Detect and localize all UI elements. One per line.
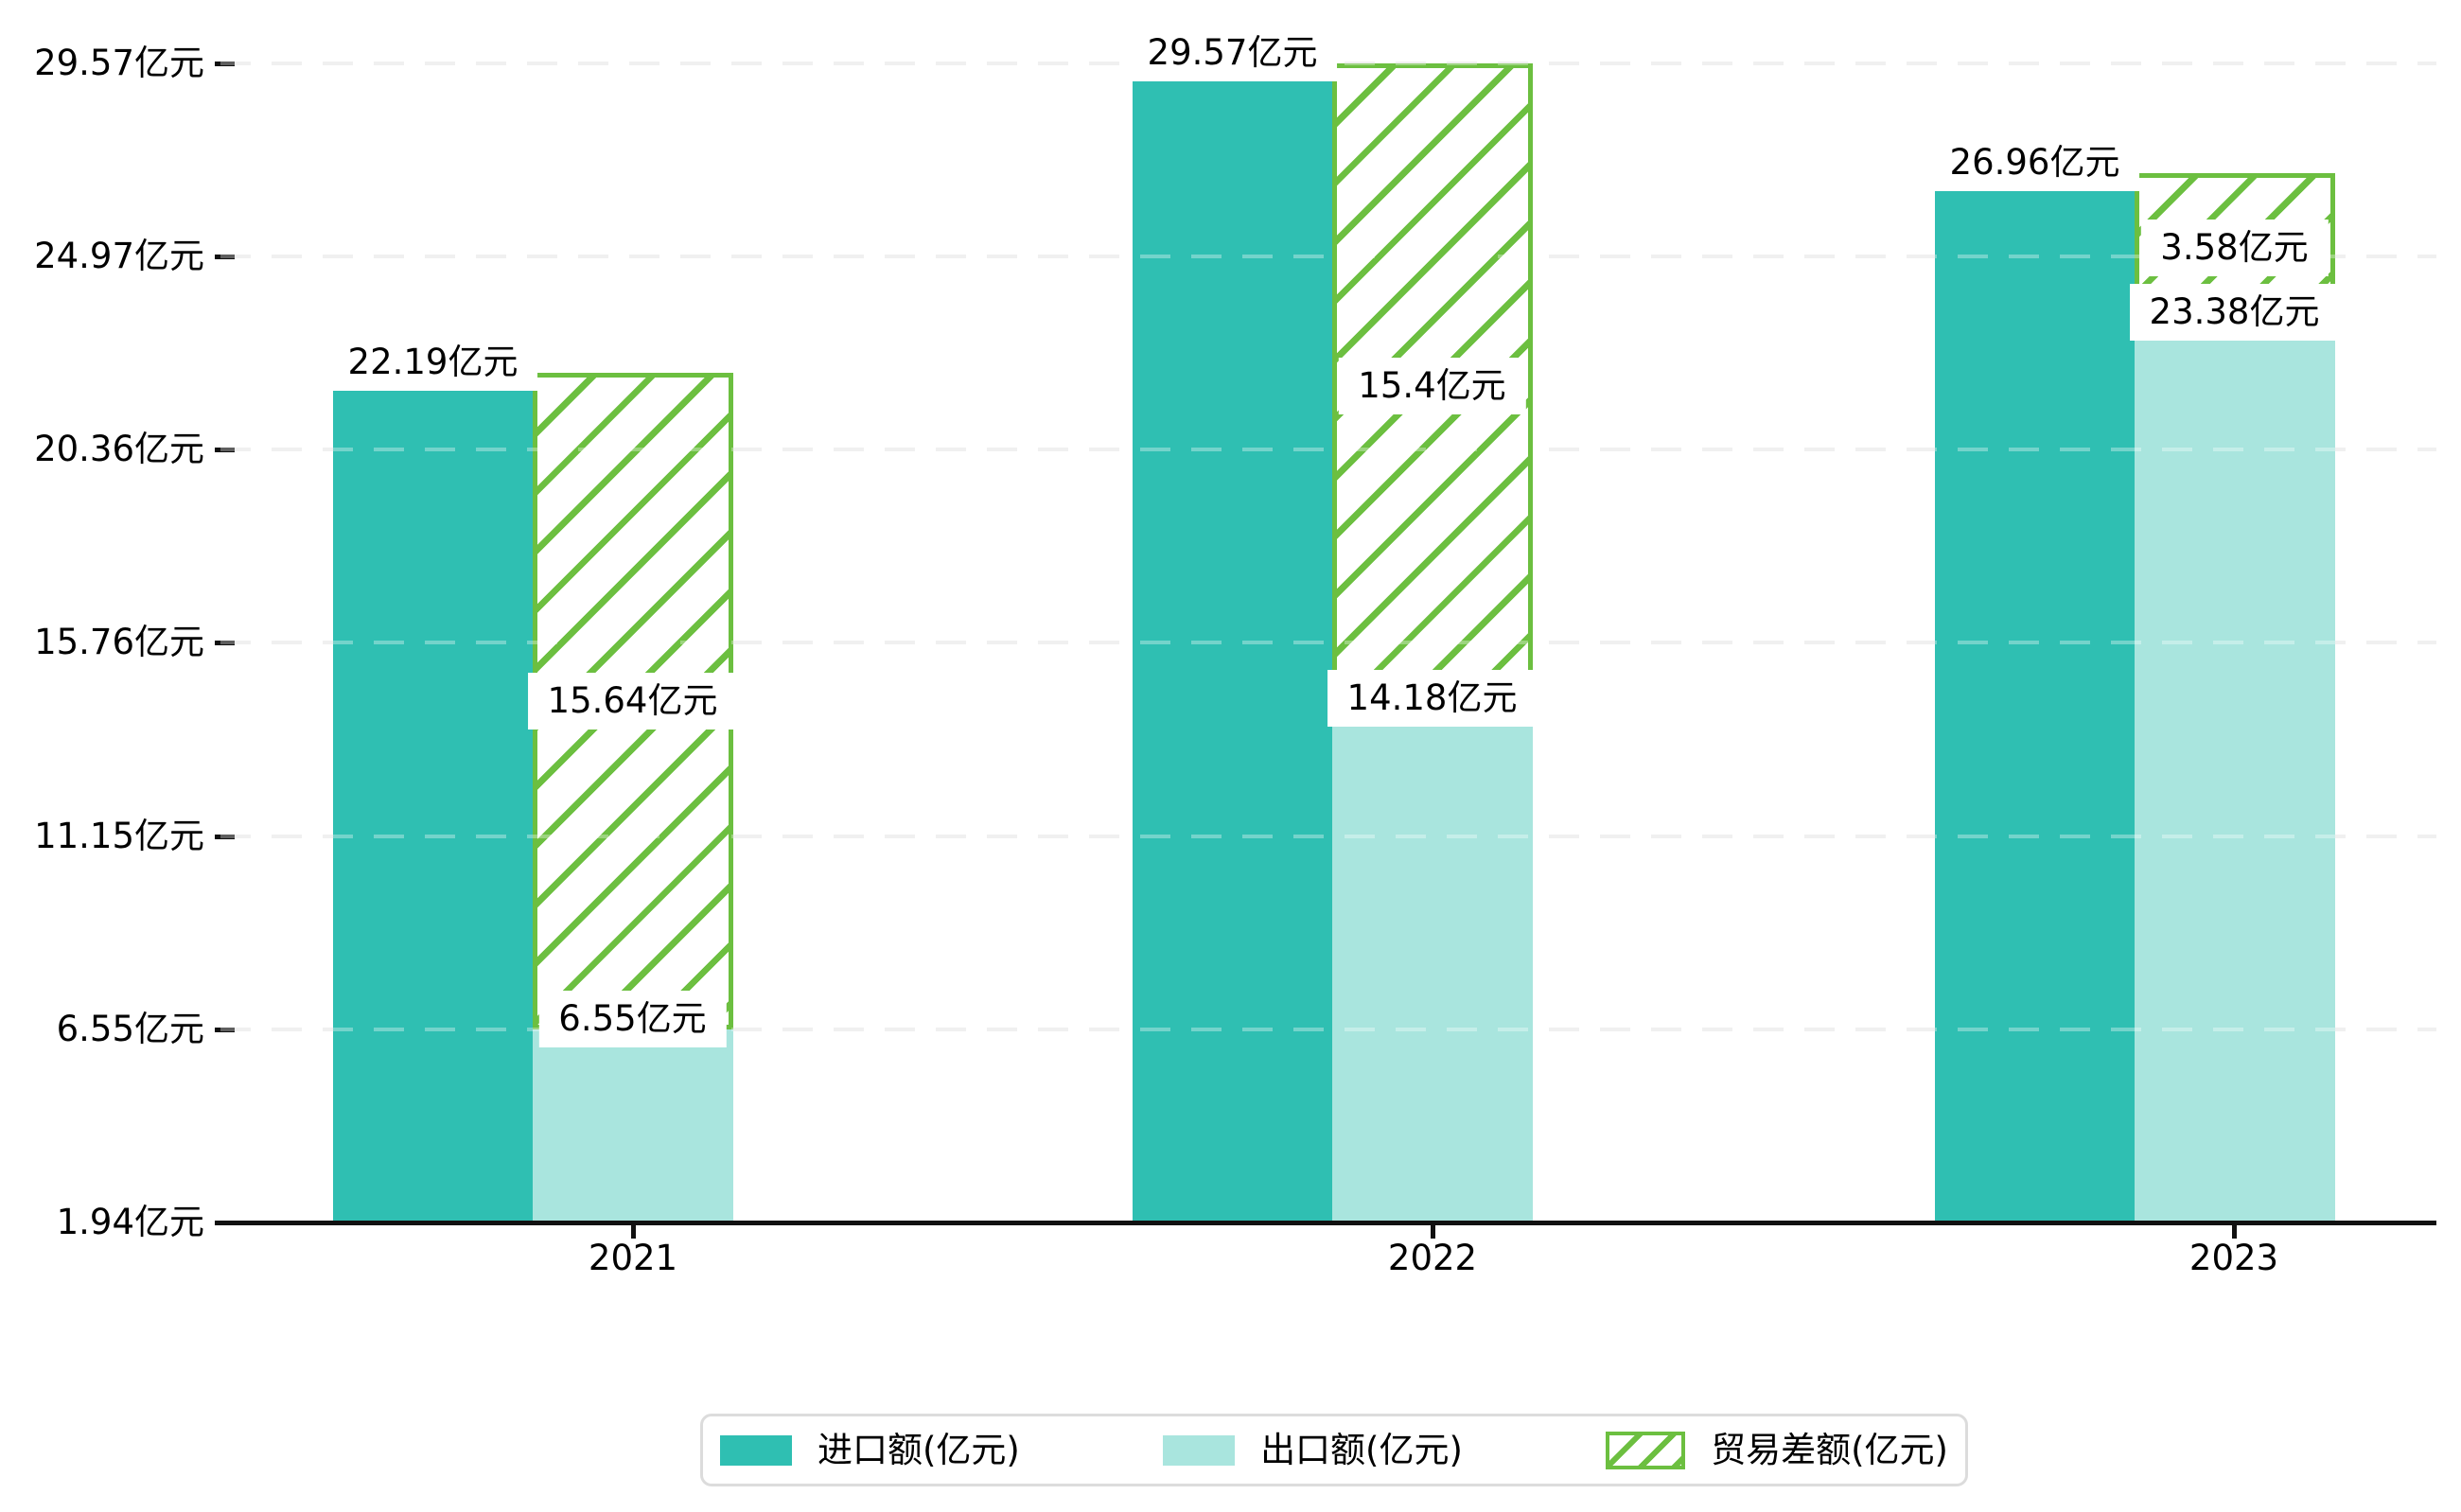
y-axis-tick-mark: [215, 254, 235, 259]
bar-import-2021: [333, 373, 533, 1222]
legend-label-diff: 贸易差额(亿元): [1711, 1429, 1948, 1470]
y-axis-tick-label: 20.36亿元: [34, 429, 204, 470]
y-axis-tick-label: 11.15亿元: [34, 815, 204, 856]
legend-label-import: 进口额(亿元): [817, 1429, 1020, 1470]
x-axis-line: [220, 1221, 2436, 1225]
y-axis-tick-mark: [215, 1027, 235, 1032]
legend-item-diff: 贸易差额(亿元): [1606, 1430, 1948, 1471]
legend-label-export: 出口额(亿元): [1260, 1429, 1463, 1470]
value-label-export-2022: 14.18亿元: [1327, 670, 1538, 728]
y-axis-tick-label: 6.55亿元: [56, 1008, 204, 1049]
y-axis-tick-label: 15.76亿元: [34, 622, 204, 663]
bar-import-2023: [1935, 172, 2135, 1222]
bar-export-2023: [2135, 323, 2335, 1222]
legend-item-import: 进口额(亿元): [720, 1430, 1020, 1471]
y-axis-tick-mark: [215, 62, 235, 66]
value-label-import-2023: 26.96亿元: [1929, 133, 2140, 191]
value-label-trade-diff-2022: 15.4亿元: [1338, 357, 1526, 414]
x-axis-tick-mark: [1431, 1224, 1435, 1239]
y-axis-tick-mark: [215, 448, 235, 453]
legend: 进口额(亿元) 出口额(亿元) 贸易差额(亿元): [700, 1414, 1968, 1486]
import-swatch-icon: [720, 1434, 792, 1466]
x-axis-tick-mark: [631, 1224, 636, 1239]
legend-item-export: 出口额(亿元): [1163, 1430, 1463, 1471]
value-label-trade-diff-2023: 3.58亿元: [2140, 220, 2329, 277]
value-label-trade-diff-2021: 15.64亿元: [527, 672, 738, 730]
y-axis-tick-label: 29.57亿元: [34, 43, 204, 83]
y-axis-tick-mark: [215, 834, 235, 839]
bar-export-2021: [533, 1029, 733, 1222]
x-axis-tick-mark: [2232, 1224, 2237, 1239]
y-axis-tick-label: 24.97亿元: [34, 235, 204, 276]
bar-import-2022: [1133, 63, 1332, 1222]
gridline: [220, 448, 2436, 452]
bar-export-2022: [1332, 709, 1533, 1222]
y-axis-tick-label: 1.94亿元: [56, 1202, 204, 1242]
value-label-import-2021: 22.19亿元: [327, 334, 538, 392]
y-axis-tick-mark: [215, 641, 235, 646]
trade-diff-hatch-swatch-icon: [1606, 1431, 1686, 1469]
gridline: [220, 1027, 2436, 1031]
x-axis-label-2023: 2023: [2189, 1238, 2279, 1278]
gridline: [220, 641, 2436, 645]
value-label-export-2023: 23.38亿元: [2129, 284, 2340, 342]
gridline: [220, 834, 2436, 838]
export-swatch-icon: [1163, 1434, 1236, 1466]
x-axis-label-2022: 2022: [1387, 1238, 1478, 1278]
gridline: [220, 254, 2436, 258]
x-axis-label-2021: 2021: [588, 1238, 678, 1278]
value-label-export-2021: 6.55亿元: [538, 990, 727, 1047]
value-label-import-2022: 29.57亿元: [1127, 25, 1338, 81]
